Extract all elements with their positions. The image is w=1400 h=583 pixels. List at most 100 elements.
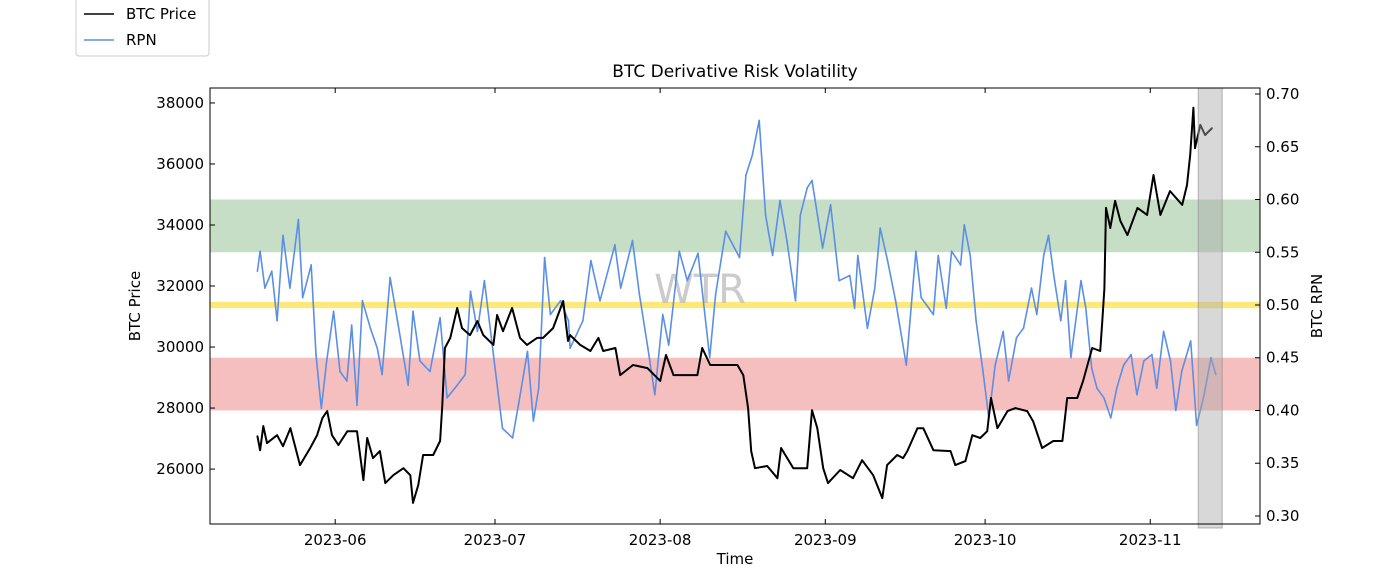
- btc-price-point: [949, 450, 952, 452]
- btc-price-point: [709, 364, 711, 366]
- rpn-point: [297, 218, 300, 221]
- rpn-point: [667, 344, 670, 346]
- btc-price-point: [536, 337, 538, 339]
- btc-price-point: [1192, 107, 1195, 109]
- btc-price-point: [665, 354, 667, 356]
- rpn-point: [517, 404, 520, 407]
- btc-price-point: [1152, 174, 1155, 176]
- recent-period-highlight: [1197, 87, 1223, 529]
- btc-price-point: [839, 469, 841, 471]
- rpn-point: [264, 287, 266, 289]
- y-right-tick-label: 0.30: [1266, 507, 1299, 525]
- rpn-point: [963, 224, 966, 226]
- rpn-point: [369, 327, 372, 330]
- rpn-point: [1122, 364, 1125, 366]
- x-tick-label: 2023-11: [1119, 531, 1182, 549]
- btc-price-point: [922, 427, 925, 430]
- rpn-point: [1036, 313, 1038, 316]
- rpn-point: [1042, 254, 1045, 257]
- rpn-point: [259, 250, 261, 252]
- low-risk-band: [210, 357, 1260, 411]
- rpn-point: [866, 327, 869, 330]
- rpn-point: [959, 264, 962, 266]
- rpn-point: [969, 254, 971, 257]
- rpn-point: [879, 227, 881, 229]
- btc-price-point: [262, 425, 265, 427]
- btc-price-point: [1159, 214, 1162, 216]
- rpn-point: [619, 287, 622, 289]
- btc-price-point: [1146, 214, 1148, 216]
- rpn-point: [325, 360, 328, 362]
- btc-price-point: [1101, 320, 1104, 322]
- btc-price-point: [1006, 410, 1009, 412]
- btc-price-point: [811, 409, 813, 412]
- btc-price-point: [776, 477, 779, 480]
- btc-price-point: [511, 307, 513, 309]
- rpn-point: [1189, 340, 1192, 342]
- rpn-point: [346, 380, 348, 382]
- rpn-point: [1151, 353, 1153, 356]
- btc-price-point: [542, 337, 544, 339]
- y-right-tick-label: 0.45: [1266, 349, 1299, 367]
- chart-title: BTC Derivative Risk Volatility: [612, 62, 857, 82]
- rpn-point: [758, 119, 760, 122]
- rpn-point: [1070, 356, 1072, 359]
- btc-price-point: [519, 337, 521, 339]
- rpn-point: [771, 254, 774, 257]
- y-left-tick-label: 26000: [156, 460, 204, 478]
- rpn-point: [811, 179, 813, 182]
- rpn-point: [1053, 274, 1055, 277]
- btc-price-point: [1076, 397, 1079, 399]
- legend-label-rpn: RPN: [126, 31, 157, 49]
- series-layer: [256, 106, 1217, 504]
- rpn-point: [799, 214, 802, 217]
- btc-price-point: [896, 454, 898, 456]
- y-right-tick-label: 0.70: [1266, 85, 1299, 103]
- btc-price-point: [1105, 207, 1107, 209]
- btc-price-point: [492, 344, 495, 346]
- btc-price-point: [256, 435, 259, 437]
- btc-price-point: [449, 337, 452, 339]
- rpn-point: [1047, 234, 1050, 237]
- rpn-point: [849, 274, 851, 277]
- btc-price-point: [602, 350, 604, 352]
- rpn-point: [439, 316, 441, 319]
- rpn-point: [310, 264, 313, 266]
- btc-price-point: [1066, 397, 1068, 399]
- rpn-point: [412, 310, 414, 313]
- rpn-point: [874, 287, 876, 289]
- high-risk-band: [210, 199, 1260, 253]
- rpn-point: [909, 320, 911, 322]
- btc-price-point: [1061, 440, 1064, 442]
- btc-price-point: [1114, 200, 1116, 202]
- rpn-point: [256, 270, 259, 273]
- btc-price-point: [766, 465, 768, 467]
- rpn-point: [894, 300, 897, 302]
- rpn-point: [1130, 353, 1132, 356]
- btc-price-point: [1204, 134, 1206, 136]
- btc-price-point: [589, 350, 592, 352]
- btc-price-point: [1126, 234, 1129, 236]
- btc-price-point: [299, 464, 301, 466]
- btc-price-point: [366, 437, 369, 439]
- rpn-point: [975, 320, 977, 322]
- rpn-point: [376, 347, 379, 350]
- btc-price-point: [1136, 207, 1139, 209]
- rpn-point: [1162, 330, 1165, 333]
- btc-price-point: [1186, 184, 1188, 186]
- btc-price-point: [1103, 287, 1106, 290]
- btc-price-point: [276, 434, 278, 437]
- rpn-point: [1007, 380, 1010, 382]
- btc-price-point: [309, 447, 312, 449]
- btc-price-point: [432, 454, 435, 456]
- btc-price-point: [619, 374, 621, 376]
- btc-price-point: [579, 344, 581, 346]
- rpn-point: [950, 250, 953, 252]
- btc-price-point: [362, 479, 365, 481]
- btc-price-point: [792, 467, 795, 470]
- rpn-point: [301, 296, 304, 299]
- btc-price-point: [902, 457, 904, 459]
- rpn-point: [647, 347, 649, 350]
- rpn-point: [320, 407, 323, 410]
